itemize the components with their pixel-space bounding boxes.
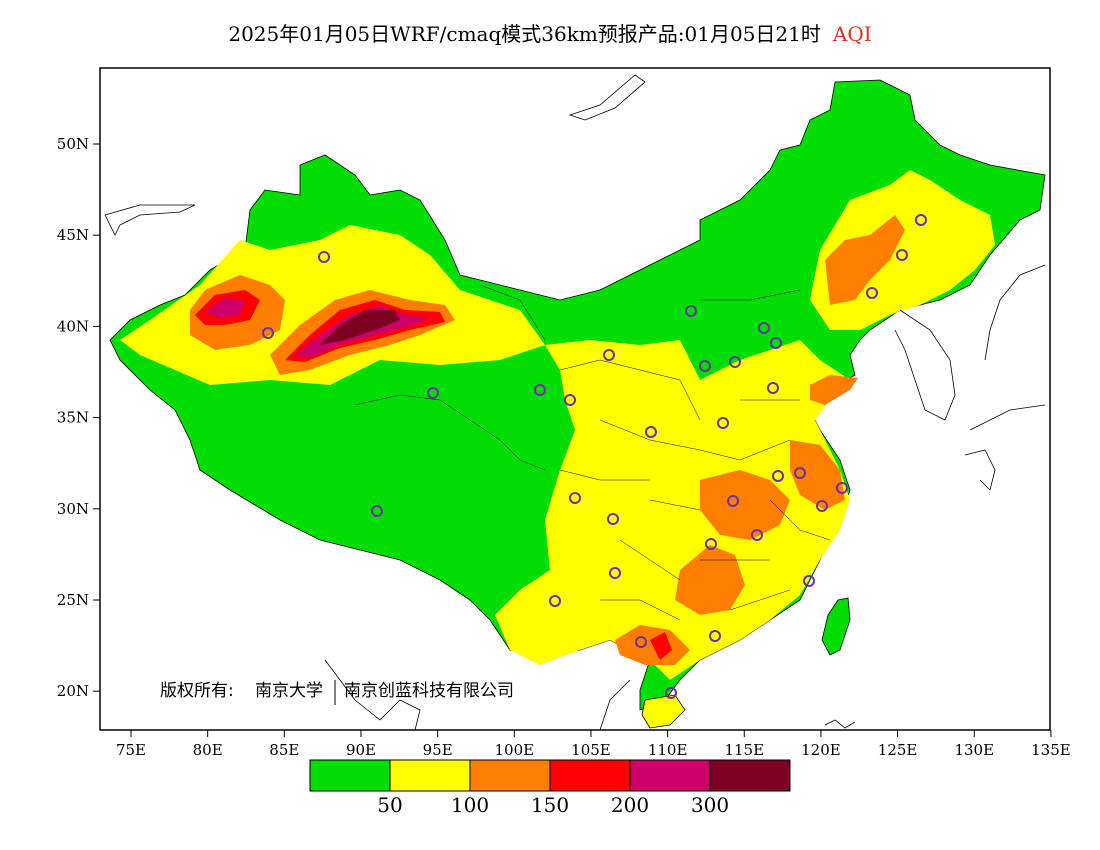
station-marker <box>427 387 439 399</box>
station-marker <box>770 337 782 349</box>
legend-swatch <box>469 759 551 792</box>
copyright-prefix: 版权所有: <box>160 681 234 701</box>
x-tick-label: 75E <box>116 741 146 759</box>
station-marker <box>816 500 828 512</box>
x-axis: 75E 80E 85E 90E 95E 100E 105E 110E 115E 120E 125E 1… <box>116 730 1071 759</box>
coastline-korea <box>894 309 956 421</box>
station-marker <box>371 505 383 517</box>
legend-label: 50 <box>377 793 402 817</box>
station-marker <box>549 595 561 607</box>
x-tick-label: 85E <box>269 741 299 759</box>
station-marker <box>758 322 770 334</box>
station-marker <box>569 492 581 504</box>
station-marker <box>836 482 848 494</box>
legend-label: 200 <box>611 793 649 817</box>
legend-label: 150 <box>531 793 569 817</box>
station-marker <box>915 214 927 226</box>
legend-label: 300 <box>691 793 729 817</box>
coastline-japan <box>964 264 1046 491</box>
region-moderate-east <box>495 340 850 680</box>
y-axis: 50N 45N 40N 35N 30N 25N 20N <box>57 135 100 700</box>
y-tick-label: 20N <box>57 682 89 700</box>
y-tick-label: 25N <box>57 591 89 609</box>
x-tick-label: 120E <box>801 741 841 759</box>
region-light-liaoning <box>825 215 905 305</box>
legend-swatch <box>709 759 791 792</box>
y-tick-label: 45N <box>57 226 89 244</box>
coastline-philippines <box>824 719 856 729</box>
title-variable: AQI <box>832 22 872 46</box>
color-legend: 50 100 150 200 300 <box>309 759 791 817</box>
y-tick-label: 30N <box>57 500 89 518</box>
station-markers <box>262 214 927 699</box>
region-severe-tarim <box>320 310 400 345</box>
station-marker <box>635 636 647 648</box>
y-tick-label: 40N <box>57 317 89 335</box>
copyright-org1: 南京大学 <box>255 681 323 701</box>
station-marker <box>699 360 711 372</box>
coastline-kazakh-lake <box>104 204 196 236</box>
x-tick-label: 90E <box>346 741 376 759</box>
station-marker <box>709 630 721 642</box>
station-marker <box>685 305 697 317</box>
station-marker <box>751 529 763 541</box>
region-light-jiangsu <box>790 440 845 510</box>
x-tick-label: 135E <box>1031 741 1071 759</box>
station-marker <box>727 495 739 507</box>
station-marker <box>534 384 546 396</box>
region-medium-guangxi <box>650 632 672 660</box>
legend-label: 100 <box>451 793 489 817</box>
legend-swatch <box>309 759 391 792</box>
station-marker <box>772 470 784 482</box>
station-marker <box>705 538 717 550</box>
x-tick-label: 100E <box>495 741 535 759</box>
province-boundaries <box>354 284 831 621</box>
station-marker <box>564 394 576 406</box>
station-marker <box>318 251 330 263</box>
station-marker <box>665 687 677 699</box>
region-light-hunan <box>675 545 745 615</box>
region-heavy-xinjiang <box>205 298 245 318</box>
x-tick-label: 80E <box>193 741 223 759</box>
station-marker <box>645 426 657 438</box>
region-light-central <box>700 470 790 540</box>
map-title: 2025年01月05日WRF/cmaq模式36km预报产品:01月05日21时 A… <box>0 18 1100 47</box>
taiwan-island <box>821 597 851 656</box>
station-marker <box>717 417 729 429</box>
y-tick-label: 50N <box>57 135 89 153</box>
x-tick-label: 125E <box>878 741 918 759</box>
station-marker <box>896 249 908 261</box>
legend-swatch <box>629 759 711 792</box>
station-marker <box>767 382 779 394</box>
station-marker <box>262 327 274 339</box>
station-marker <box>729 356 741 368</box>
station-marker <box>803 575 815 587</box>
station-marker <box>866 287 878 299</box>
coastline-southeast-asia <box>324 659 631 731</box>
coastline-russia-north <box>568 74 646 121</box>
legend-swatch <box>389 759 471 792</box>
station-marker <box>794 467 806 479</box>
x-tick-label: 110E <box>648 741 688 759</box>
x-tick-label: 95E <box>423 741 453 759</box>
x-tick-label: 105E <box>571 741 611 759</box>
x-tick-label: 130E <box>954 741 994 759</box>
station-marker <box>607 513 619 525</box>
region-light-shandong <box>810 375 858 405</box>
station-marker <box>603 349 615 361</box>
y-tick-label: 35N <box>57 409 89 427</box>
legend-swatch <box>549 759 631 792</box>
title-main: 2025年01月05日WRF/cmaq模式36km预报产品:01月05日21时 <box>228 22 821 46</box>
copyright-org2: 南京创蓝科技有限公司 <box>344 681 514 701</box>
x-tick-label: 115E <box>724 741 764 759</box>
station-marker <box>609 567 621 579</box>
